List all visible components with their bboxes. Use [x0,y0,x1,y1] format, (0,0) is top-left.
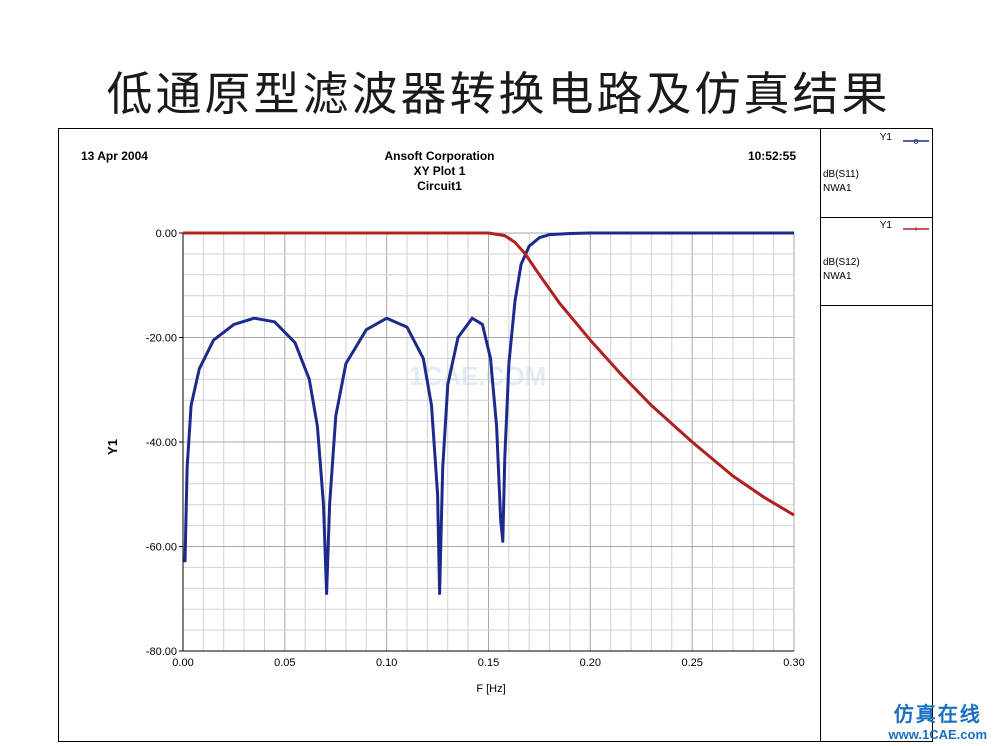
slide-title: 低通原型滤波器转换电路及仿真结果 [106,67,891,121]
svg-text:o: o [913,136,918,146]
x-tick-label: 0.00 [172,657,193,669]
x-tick-label: 0.05 [274,657,295,669]
y-tick-label: -80.00 [146,646,177,658]
legend-trace-source: NWA1 [823,271,852,282]
legend-axis-tag: Y1 [879,220,892,231]
chart-grid [182,232,795,652]
chart-traces [183,231,795,595]
x-axis-label: F [Hz] [476,683,505,695]
site-watermark: 仿真在线 www.1CAE.com [889,698,987,742]
plot-panel: 13 Apr 2004 Ansoft Corporation XY Plot 1… [59,129,821,741]
legend-item-s12[interactable]: Y1 + dB(S12) NWA1 [821,217,932,306]
legend-item-s11[interactable]: Y1 o dB(S11) NWA1 [821,129,932,218]
legend-trace-name: dB(S12) [823,257,860,268]
mid-watermark: 1CAE.COM [409,361,547,391]
x-tick-label: 0.10 [376,657,397,669]
plot-name: XY Plot 1 [413,164,466,178]
trace-db-s12 [183,231,795,517]
legend-panel: Y1 o dB(S11) NWA1 Y1 + dB(S12) NWA1 [821,129,932,741]
svg-text:+: + [913,224,918,234]
plot-time: 10:52:55 [747,149,796,163]
watermark-top: 仿真在线 [893,704,982,726]
x-tick-label: 0.25 [681,657,702,669]
legend-swatch-s12: + [903,224,929,234]
chart-ticks: 0.00 0.05 0.10 0.15 0.20 0.25 0.30 0.00 -20.00 -4… [146,228,805,669]
plot-date: 13 Apr 2004 [81,149,148,163]
legend-axis-tag: Y1 [879,132,892,143]
trace-db-s11 [183,231,794,595]
y-axis-label: Y1 [105,439,120,455]
legend-swatch-s11: o [903,136,929,146]
company-name: Ansoft Corporation [384,149,495,163]
plot-header-center: Ansoft Corporation XY Plot 1 Circuit1 [59,149,820,194]
y-tick-label: -40.00 [146,437,177,449]
x-tick-label: 0.15 [478,657,499,669]
watermark-bottom: www.1CAE.com [888,727,987,742]
y-tick-label: 0.00 [156,228,177,240]
legend-trace-name: dB(S11) [823,169,859,180]
xy-plot-chart[interactable]: 0.00 0.05 0.10 0.15 0.20 0.25 0.30 0.00 -20.00 -4… [59,129,820,741]
y-tick-label: -60.00 [146,542,177,554]
legend-trace-source: NWA1 [823,183,852,194]
x-tick-label: 0.20 [580,657,601,669]
circuit-name: Circuit1 [417,179,462,193]
plot-window: 13 Apr 2004 Ansoft Corporation XY Plot 1… [58,128,933,742]
x-tick-label: 0.30 [783,657,804,669]
y-tick-label: -20.00 [146,333,177,345]
